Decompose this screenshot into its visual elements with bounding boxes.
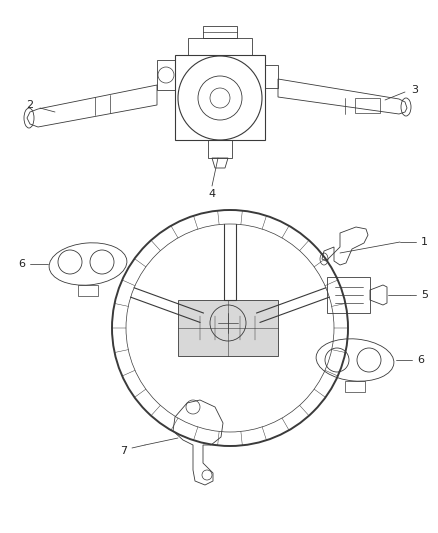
Text: 6: 6: [417, 355, 424, 365]
Text: 1: 1: [420, 237, 427, 247]
Text: 2: 2: [26, 100, 34, 110]
Text: 6: 6: [18, 259, 25, 269]
Polygon shape: [178, 300, 278, 356]
Text: 4: 4: [208, 189, 215, 199]
Text: 5: 5: [421, 290, 428, 300]
Text: 7: 7: [120, 446, 127, 456]
Text: 3: 3: [411, 85, 418, 95]
